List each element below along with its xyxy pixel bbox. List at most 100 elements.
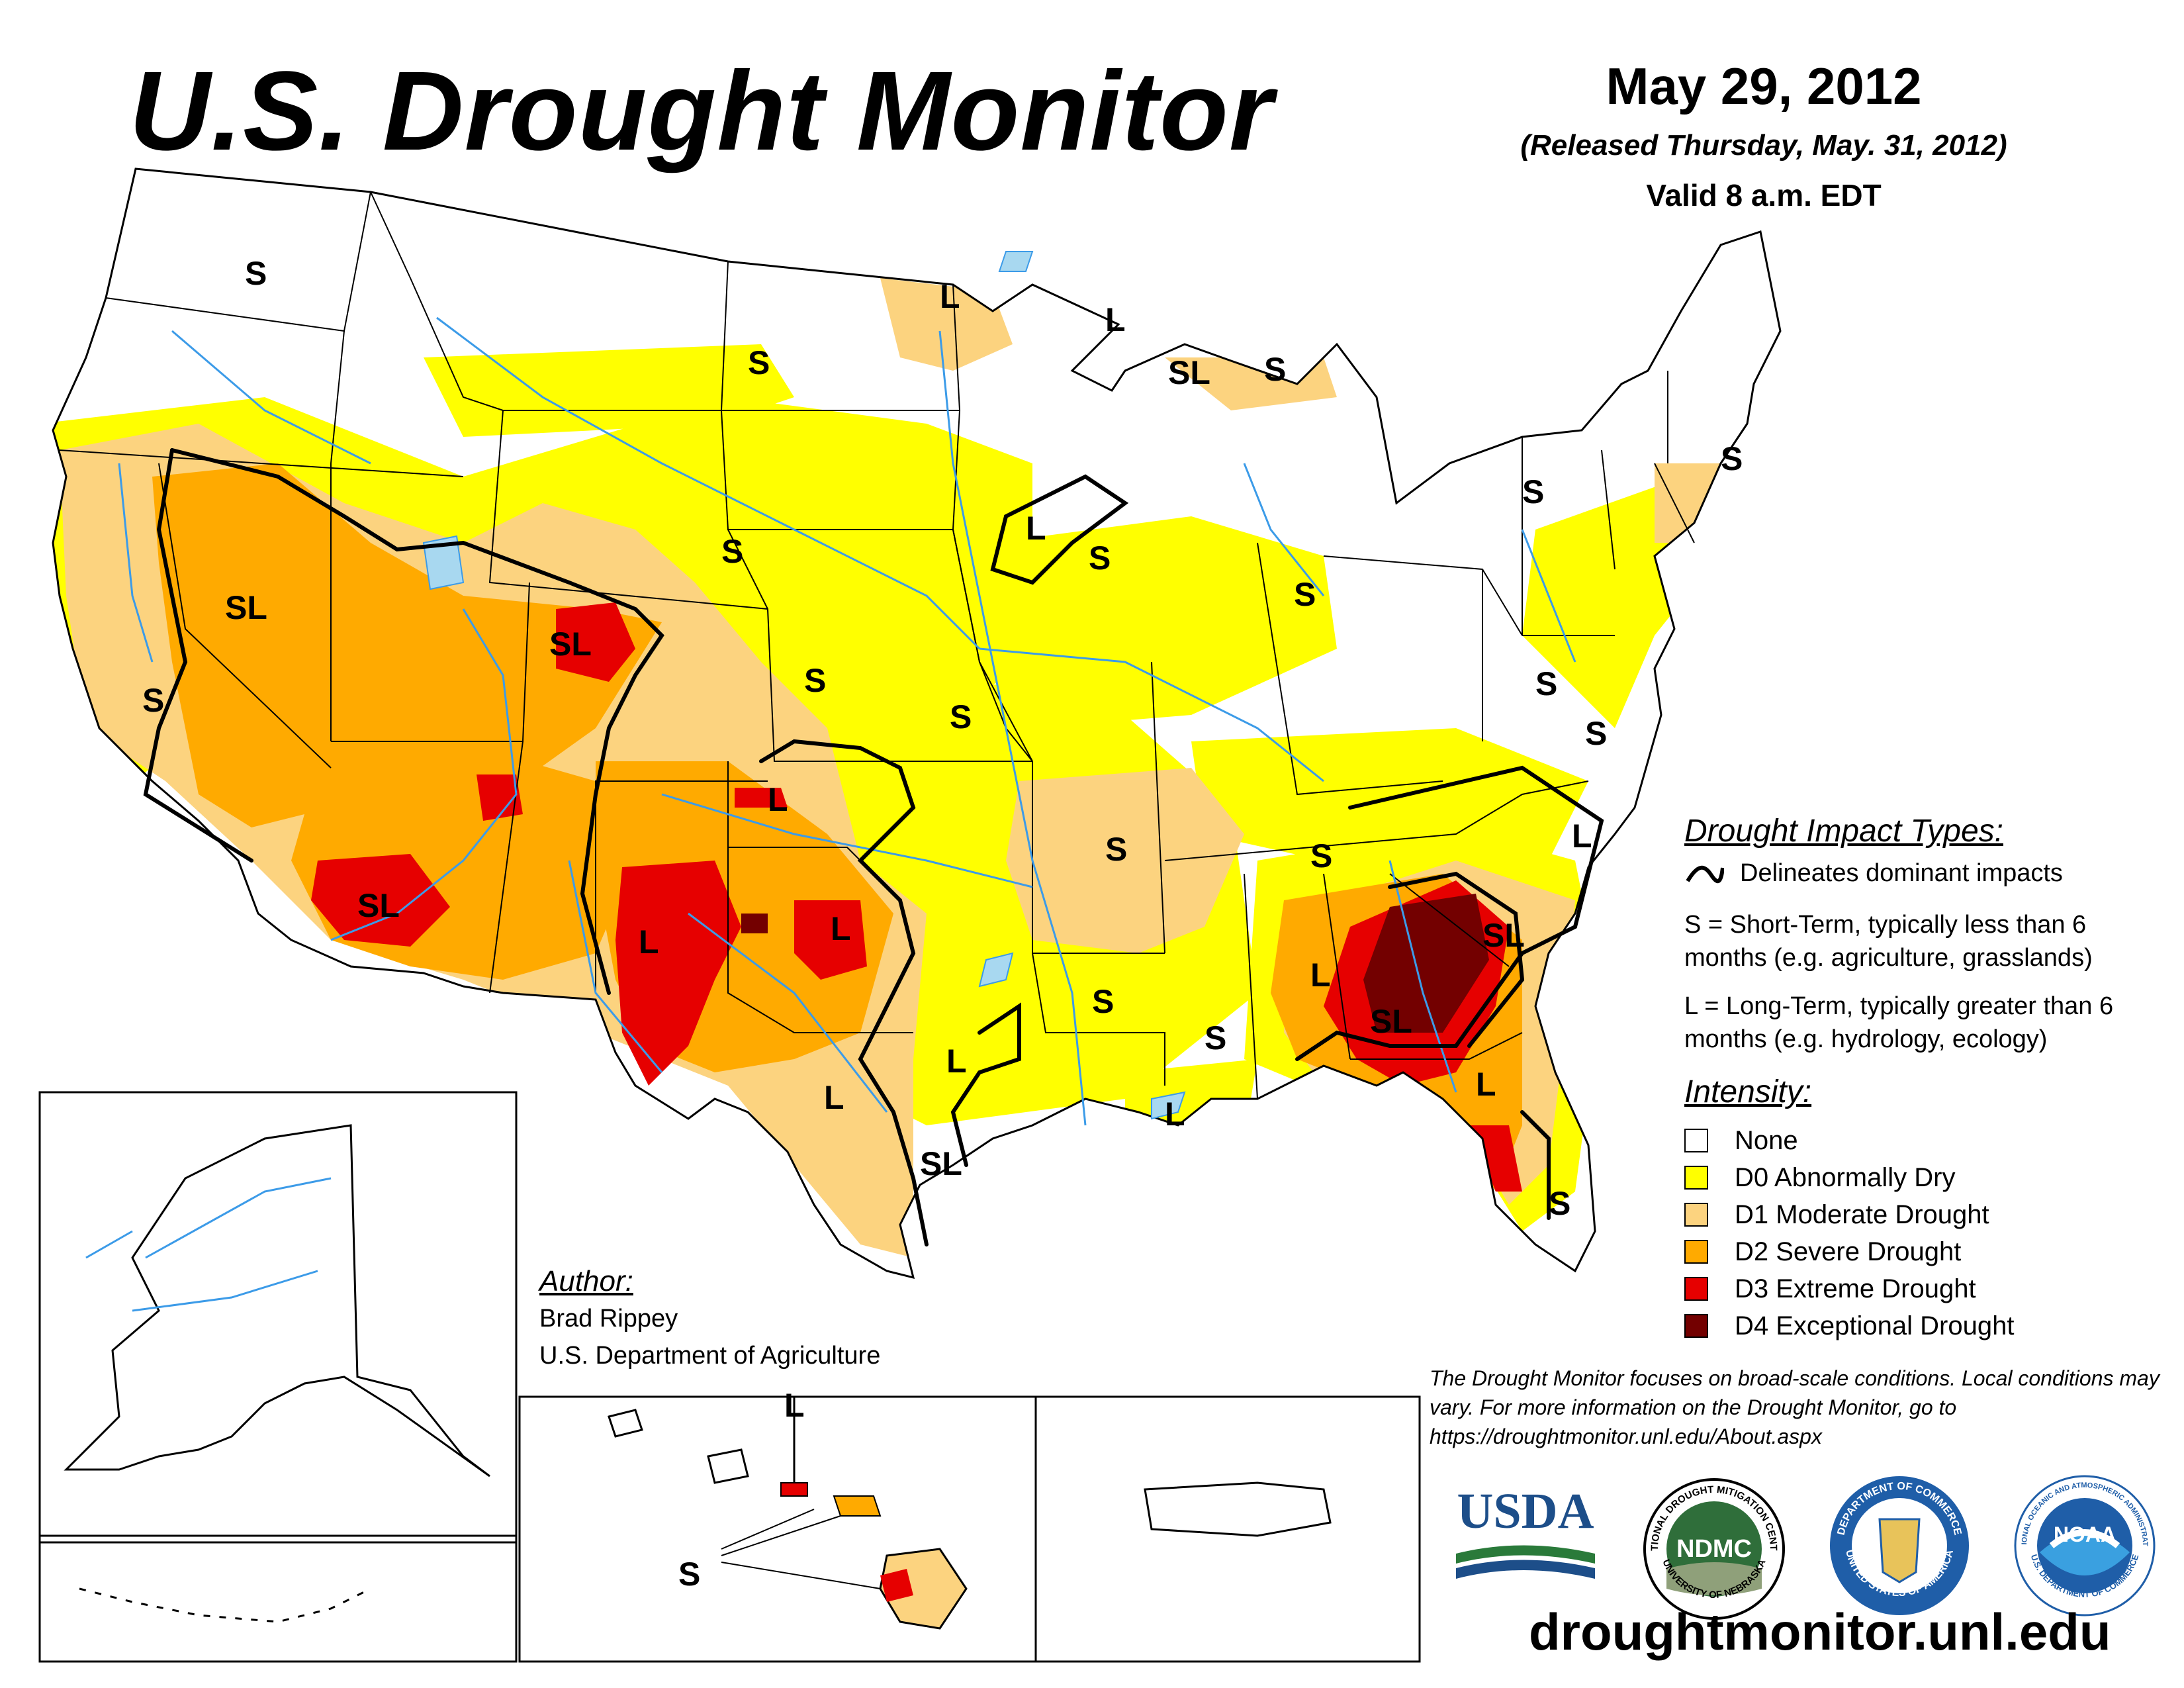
author-org: U.S. Department of Agriculture bbox=[539, 1342, 881, 1370]
delineates-row: Delineates dominant impacts bbox=[1684, 859, 2063, 888]
label-s: S bbox=[1310, 837, 1332, 874]
website-url[interactable]: droughtmonitor.unl.edu bbox=[1529, 1603, 2111, 1661]
intensity-label: D0 Abnormally Dry bbox=[1735, 1162, 1956, 1192]
label-s: S bbox=[1205, 1019, 1226, 1056]
label-sl: SL bbox=[1168, 354, 1210, 391]
label-sl: SL bbox=[357, 887, 400, 924]
ndmc-logo: NDMC NATIONAL DROUGHT MITIGATION CENTER … bbox=[1638, 1468, 1787, 1625]
map-date: May 29, 2012 bbox=[1606, 57, 1922, 115]
author-heading: Author: bbox=[539, 1265, 633, 1297]
label-s: S bbox=[1585, 715, 1607, 752]
aleutian-frame bbox=[38, 1541, 518, 1663]
rivers bbox=[118, 316, 1576, 1126]
label-s: S bbox=[804, 662, 826, 699]
intensity-label: D3 Extreme Drought bbox=[1735, 1274, 1976, 1303]
impact-types-heading: Drought Impact Types: bbox=[1684, 814, 2003, 849]
intensity-label: D2 Severe Drought bbox=[1735, 1237, 1962, 1266]
d3-area-texas bbox=[615, 861, 741, 1086]
inset-hawaii: L S bbox=[518, 1387, 1037, 1663]
label-l: L bbox=[1026, 510, 1046, 547]
label-l: L bbox=[940, 278, 960, 315]
intensity-legend-item: D4 Exceptional Drought bbox=[1684, 1307, 2014, 1344]
label-s: S bbox=[1549, 1185, 1570, 1222]
noaa-wordmark: NOAA bbox=[2054, 1523, 2116, 1546]
d2-area-great-basin bbox=[152, 463, 662, 827]
d0-area-north-plains bbox=[424, 344, 794, 437]
conus-outline bbox=[52, 167, 1782, 1280]
delineate-line-icon bbox=[1686, 865, 1725, 883]
label-l: L bbox=[1165, 1096, 1185, 1133]
d3-area-utah-spot bbox=[477, 774, 523, 821]
d0-area-gulf bbox=[1125, 1059, 1257, 1165]
label-l: L bbox=[1572, 818, 1592, 855]
intensity-legend-item: D0 Abnormally Dry bbox=[1684, 1159, 2014, 1196]
label-sl: SL bbox=[920, 1145, 962, 1182]
d4-area-georgia bbox=[1363, 894, 1489, 1033]
intensity-legend-item: D1 Moderate Drought bbox=[1684, 1196, 2014, 1233]
label-l: L bbox=[824, 1079, 844, 1116]
ndmc-wordmark: NDMC bbox=[1676, 1535, 1752, 1563]
intensity-swatch bbox=[1684, 1129, 1708, 1152]
label-l: L bbox=[768, 781, 788, 818]
intensity-legend-item: D3 Extreme Drought bbox=[1684, 1270, 2014, 1307]
label-s: S bbox=[1264, 351, 1286, 388]
intensity-label: D1 Moderate Drought bbox=[1735, 1199, 1989, 1229]
label-sl: SL bbox=[1482, 917, 1525, 954]
eagle-shield-icon bbox=[1878, 1518, 1921, 1583]
impact-labels: S S L L SL S S S S L S S SL SL S S S S S… bbox=[142, 255, 1743, 1222]
label-s: S bbox=[1089, 539, 1111, 577]
lakes bbox=[422, 251, 1186, 1120]
label-s: S bbox=[1105, 831, 1127, 868]
label-sl: SL bbox=[225, 589, 267, 626]
label-s: S bbox=[1294, 576, 1316, 613]
page-title: U.S. Drought Monitor bbox=[129, 48, 1274, 174]
disclaimer: The Drought Monitor focuses on broad-sca… bbox=[1430, 1366, 2160, 1448]
label-l: L bbox=[946, 1043, 967, 1080]
d3-area-arizona bbox=[311, 854, 450, 947]
label-sl: SL bbox=[1370, 1003, 1412, 1040]
short-term-description: S = Short-Term, typically less than 6 mo… bbox=[1684, 911, 2093, 972]
d0-area-midwest bbox=[979, 516, 1337, 728]
author-block: Author: Brad Rippey U.S. Department of A… bbox=[539, 1263, 880, 1374]
intensity-label: None bbox=[1735, 1125, 1798, 1155]
intensity-legend: None D0 Abnormally Dry D1 Moderate Drought… bbox=[1684, 1122, 2014, 1344]
d3-area-colorado bbox=[556, 602, 635, 682]
label-l: L bbox=[639, 923, 659, 961]
inset-alaska bbox=[38, 1091, 518, 1544]
label-s: S bbox=[678, 1556, 700, 1593]
intensity-swatch bbox=[1684, 1166, 1708, 1190]
aleutian-islands bbox=[79, 1587, 371, 1623]
author-name: Brad Rippey bbox=[539, 1305, 678, 1333]
label-s: S bbox=[142, 682, 164, 719]
label-s: S bbox=[950, 698, 972, 735]
usda-wordmark: USDA bbox=[1457, 1483, 1594, 1539]
intensity-swatch bbox=[1684, 1203, 1708, 1227]
label-l: L bbox=[1105, 301, 1126, 338]
label-s: S bbox=[245, 255, 267, 292]
d3-area-oklahoma bbox=[794, 900, 867, 980]
intensity-legend-item: None bbox=[1684, 1122, 2014, 1159]
noaa-logo: NOAA NATIONAL OCEANIC AND ATMOSPHERIC AD… bbox=[2009, 1467, 2158, 1622]
valid-time: Valid 8 a.m. EDT bbox=[1646, 178, 1882, 212]
intensity-swatch bbox=[1684, 1314, 1708, 1338]
d3-area-kansas bbox=[735, 788, 788, 808]
inset-puerto-rico bbox=[1034, 1395, 1421, 1663]
intensity-label: D4 Exceptional Drought bbox=[1735, 1311, 2015, 1340]
label-sl: SL bbox=[549, 626, 592, 663]
impact-lines bbox=[143, 448, 1604, 1246]
state-borders bbox=[59, 191, 1695, 1100]
label-l: L bbox=[831, 910, 851, 947]
delineates-label: Delineates dominant impacts bbox=[1740, 859, 2063, 887]
usda-logo: USDA bbox=[1456, 1483, 1595, 1582]
label-s: S bbox=[1535, 665, 1557, 702]
doc-seal-logo: DEPARTMENT OF COMMERCE UNITED STATES OF … bbox=[1827, 1473, 1972, 1622]
label-s: S bbox=[1092, 983, 1114, 1020]
intensity-swatch bbox=[1684, 1240, 1708, 1264]
label-l: L bbox=[784, 1387, 805, 1424]
label-s: S bbox=[721, 533, 743, 570]
long-term-description: L = Long-Term, typically greater than 6 … bbox=[1684, 992, 2114, 1053]
label-s: S bbox=[1522, 473, 1544, 510]
label-l: L bbox=[1476, 1066, 1496, 1103]
release-date: (Released Thursday, May. 31, 2012) bbox=[1520, 129, 2007, 162]
